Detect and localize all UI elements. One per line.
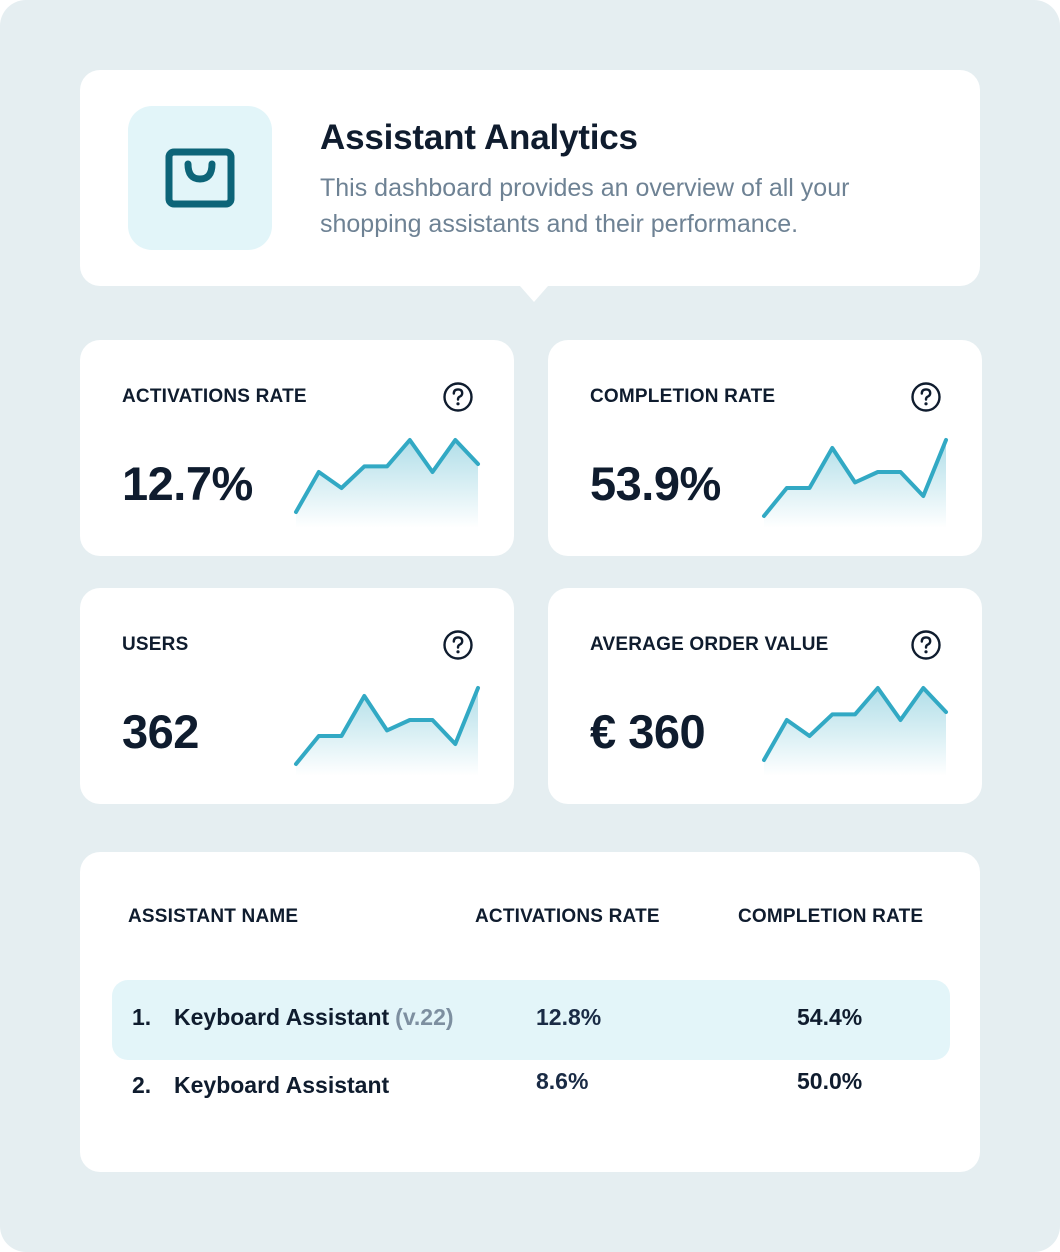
sparkline-area (296, 440, 478, 528)
metric-card-completion-rate: COMPLETION RATE 53.9% (548, 340, 982, 556)
metric-label: ACTIVATIONS RATE (122, 386, 307, 407)
assistants-table: ASSISTANT NAME ACTIVATIONS RATE COMPLETI… (80, 852, 980, 1172)
metric-value: € 360 (590, 705, 706, 758)
metric-label: USERS (122, 634, 189, 655)
help-icon[interactable] (442, 381, 474, 413)
row-rank: 2. (132, 1072, 152, 1098)
table-row[interactable]: 2. Keyboard Assistant 8.6% 50.0% (112, 1056, 950, 1136)
trend-sparkline (294, 686, 480, 776)
assistant-name-text: Keyboard Assistant (174, 1004, 390, 1030)
metric-card-average-order-value: AVERAGE ORDER VALUE € 360 (548, 588, 982, 804)
assistant-name[interactable]: Keyboard Assistant (174, 1072, 390, 1098)
activations-rate-value: 8.6% (536, 1068, 589, 1094)
metric-label: COMPLETION RATE (590, 386, 776, 407)
metric-value: 362 (122, 705, 199, 758)
trend-sparkline (762, 438, 948, 528)
metric-label: AVERAGE ORDER VALUE (590, 634, 829, 655)
callout-pointer (520, 286, 548, 302)
row-rank: 1. (132, 1004, 152, 1030)
sparkline-line (294, 686, 480, 766)
assistant-version: (v.22) (395, 1004, 454, 1030)
completion-rate-value: 50.0% (797, 1068, 863, 1094)
sparkline-line (294, 438, 480, 514)
table-row[interactable]: 1. Keyboard Assistant (v.22) 12.8% 54.4% (112, 980, 950, 1060)
completion-rate-value: 54.4% (797, 1004, 863, 1030)
metric-value: 12.7% (122, 457, 253, 510)
trend-sparkline (762, 686, 948, 776)
app-icon-tile (128, 106, 272, 250)
trend-sparkline (294, 438, 480, 528)
page-description: This dashboard provides an overview of a… (320, 174, 850, 238)
help-icon[interactable] (910, 381, 942, 413)
column-header-completion-rate[interactable]: COMPLETION RATE (738, 906, 924, 927)
shopping-bag-icon (165, 148, 235, 208)
sparkline-line (762, 686, 948, 762)
help-icon[interactable] (910, 629, 942, 661)
page-title: Assistant Analytics (320, 118, 638, 157)
assistant-name[interactable]: Keyboard Assistant (v.22) (174, 1004, 454, 1031)
sparkline-area (764, 688, 946, 776)
metric-card-activations-rate: ACTIVATIONS RATE 12.7% (80, 340, 514, 556)
metric-value: 53.9% (590, 457, 721, 510)
metric-card-users: USERS 362 (80, 588, 514, 804)
column-header-assistant-name[interactable]: ASSISTANT NAME (128, 906, 299, 927)
sparkline-line (762, 438, 948, 518)
column-header-activations-rate[interactable]: ACTIVATIONS RATE (475, 906, 660, 927)
header-card: Assistant Analytics This dashboard provi… (80, 70, 980, 302)
activations-rate-value: 12.8% (536, 1004, 602, 1030)
help-icon[interactable] (442, 629, 474, 661)
